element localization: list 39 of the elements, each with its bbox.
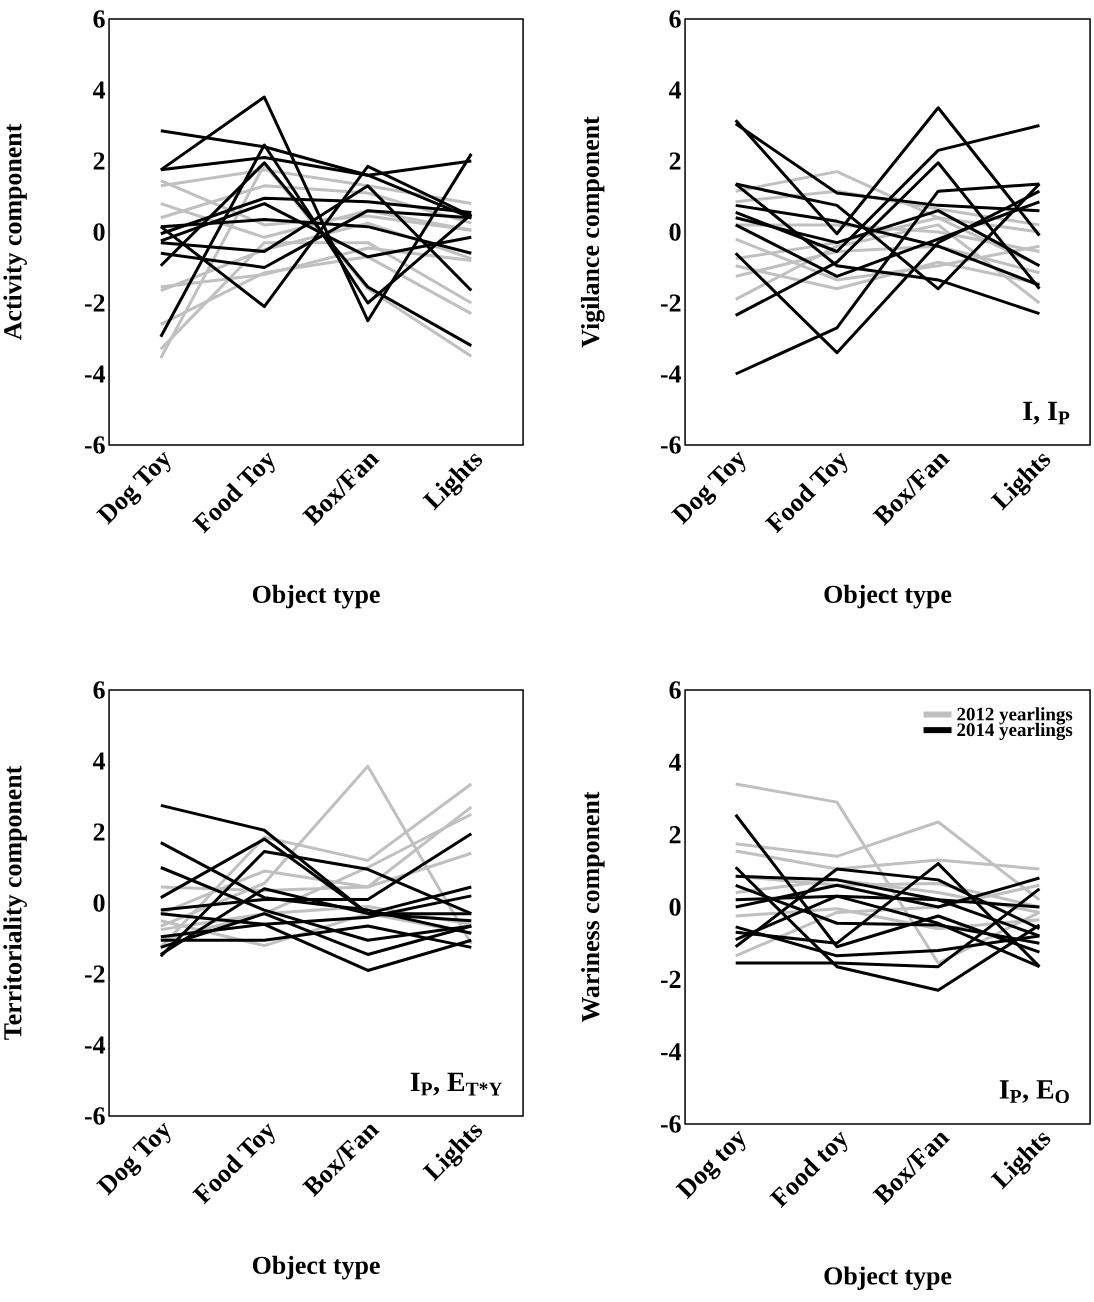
y-axis-title: Territoriality component	[3, 765, 27, 1040]
y-tick-label: 6	[669, 10, 681, 28]
y-tick-label: 0	[93, 223, 105, 241]
y-tick-label: -4	[660, 1043, 682, 1061]
y-tick-label: -6	[660, 1115, 681, 1133]
y-axis-title: Activity component	[3, 123, 27, 341]
y-tick-label: -6	[84, 1107, 105, 1125]
y-axis-title: Wariness component	[581, 791, 605, 1023]
x-axis-title: Object type	[824, 584, 952, 609]
y-tick-label: 2	[669, 826, 681, 844]
y-tick-label: -4	[84, 365, 106, 383]
y-tick-label: 0	[669, 223, 681, 241]
x-axis-title: Object type	[824, 1266, 952, 1290]
y-tick-label: 0	[669, 898, 681, 916]
y-tick-label: -4	[660, 365, 682, 383]
annotation: I, I$_{P}$	[1023, 401, 1070, 425]
x-axis-title: Object type	[252, 584, 380, 609]
y-tick-label: 6	[93, 681, 105, 699]
annotation: I$_{P}$, E$_{O}$	[999, 1080, 1069, 1104]
y-tick-label: 2	[93, 823, 105, 841]
y-tick-label: -6	[84, 436, 105, 454]
y-tick-label: 0	[93, 894, 105, 912]
y-tick-label: -2	[84, 294, 105, 312]
y-tick-label: 2	[669, 152, 681, 170]
x-axis-title: Object type	[252, 1255, 380, 1280]
y-tick-label: 4	[92, 752, 106, 770]
y-tick-label: -2	[660, 970, 681, 988]
y-tick-label: -6	[660, 436, 681, 454]
y-tick-label: -4	[84, 1036, 106, 1054]
y-tick-label: 4	[668, 753, 682, 771]
y-tick-label: 4	[668, 81, 682, 99]
y-tick-label: 6	[669, 681, 681, 699]
y-tick-label: 4	[92, 81, 106, 99]
y-tick-label: 2	[93, 152, 105, 170]
y-tick-label: 6	[93, 10, 105, 28]
y-tick-label: -2	[84, 965, 105, 983]
annotation: I$_{P}$, E$_{T*Y}$	[410, 1072, 503, 1096]
y-axis-title: Vigilance component	[580, 116, 605, 348]
y-tick-label: -2	[660, 294, 681, 312]
